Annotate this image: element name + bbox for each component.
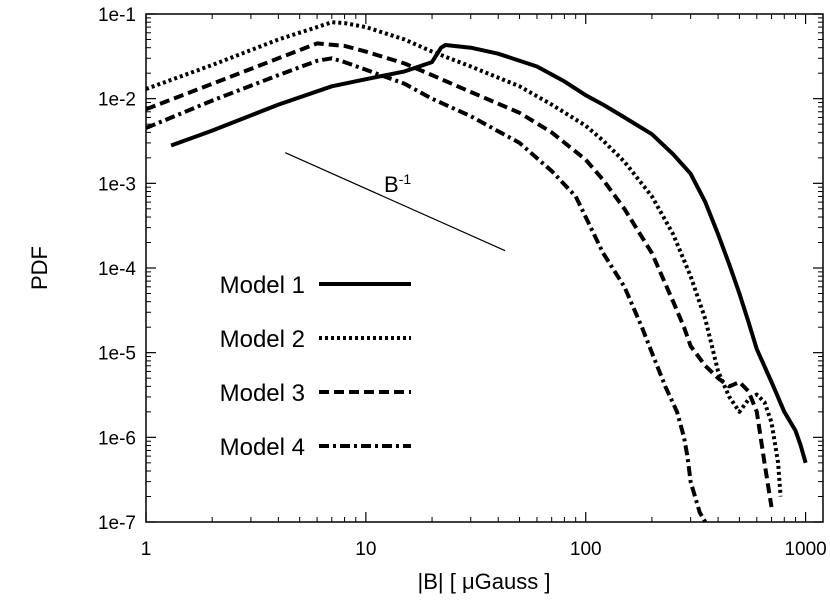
x-axis-label: |B| [ μGauss ]: [418, 569, 551, 594]
reference-line-label: B-1: [384, 171, 411, 197]
reference-line-group: [285, 152, 506, 252]
legend-label-model-1: Model 1: [220, 272, 305, 299]
legend: Model 1 Model 2 Model 3 Model 4: [220, 272, 411, 461]
legend-label-model-2: Model 2: [220, 326, 305, 353]
y-tick-label: 1e-2: [98, 90, 136, 111]
y-tick-label: 1e-7: [98, 513, 136, 534]
x-tick-label: 100: [570, 539, 602, 560]
x-axis: 1 10 100 1000: [141, 14, 827, 560]
y-tick-label: 1e-3: [98, 174, 136, 195]
series-line-model-3: [145, 41, 774, 508]
reference-line-label-base: B: [384, 172, 399, 197]
reference-line-label-exponent: -1: [399, 171, 412, 187]
plot-lines-group: [145, 20, 808, 524]
x-tick-label: 10: [355, 539, 376, 560]
y-tick-label: 1e-1: [98, 5, 136, 26]
reference-line-b-inverse: [285, 152, 506, 252]
y-tick-label: 1e-4: [98, 259, 136, 280]
legend-label-model-3: Model 3: [220, 380, 305, 407]
series-line-model-1: [170, 43, 808, 464]
series-line-model-4: [145, 56, 708, 524]
y-tick-label: 1e-5: [98, 344, 136, 365]
x-tick-label: 1: [141, 539, 152, 560]
y-axis-label: PDF: [27, 246, 52, 290]
legend-label-model-4: Model 4: [220, 434, 305, 461]
x-tick-label: 1000: [784, 539, 826, 560]
y-axis: 1e-1 1e-2 1e-3 1e-4 1e-5 1e-6 1e-7: [98, 5, 823, 534]
y-tick-label: 1e-6: [98, 428, 136, 449]
